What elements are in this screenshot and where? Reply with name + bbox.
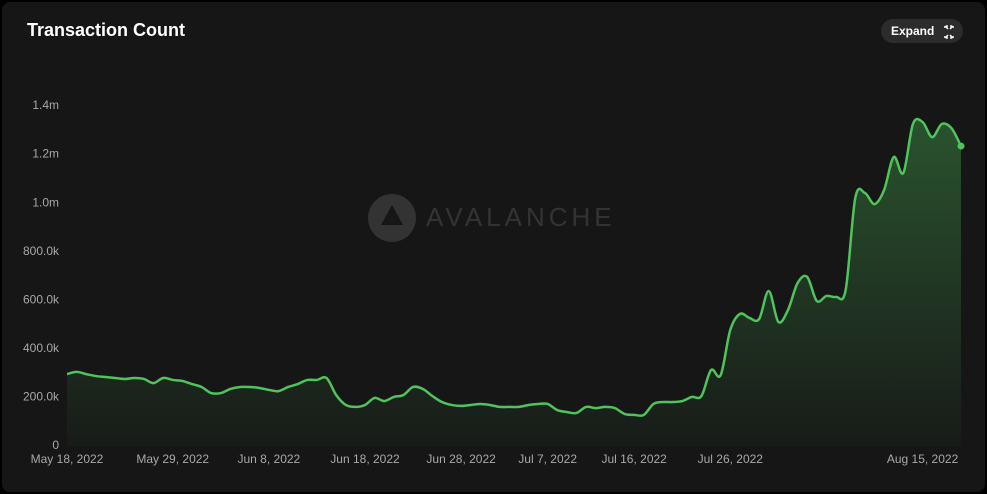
x-tick-label: Jun 8, 2022 xyxy=(238,452,301,466)
x-tick-label: Jul 26, 2022 xyxy=(698,452,764,466)
x-tick-label: May 18, 2022 xyxy=(31,452,104,466)
y-tick-label: 1.4m xyxy=(32,98,59,112)
watermark-logo-mark xyxy=(381,205,403,225)
x-tick-label: Jun 28, 2022 xyxy=(426,452,496,466)
y-tick-label: 1.2m xyxy=(32,147,59,161)
end-point xyxy=(957,142,965,150)
button-label[interactable]: Expand xyxy=(891,24,934,38)
plot: 0 200.0k 400.0k 600.0k 800.0k 1.0m 1.2m 1.4m May… xyxy=(23,98,965,466)
line xyxy=(66,117,963,418)
area xyxy=(67,118,961,446)
x-tick-label: May 29, 2022 xyxy=(136,452,209,466)
x-tick-label: Jun 18, 2022 xyxy=(330,452,400,466)
expand-button[interactable]: Expand xyxy=(881,19,963,43)
x-tick-label: Aug 15, 2022 xyxy=(887,452,959,466)
button-bg[interactable] xyxy=(881,19,963,43)
watermark-logo xyxy=(368,194,416,242)
y-tick-label: 0 xyxy=(52,438,59,452)
watermark: AVALANCHE xyxy=(368,194,616,242)
y-tick-label: 800.0k xyxy=(23,244,60,258)
y-tick-label: 1.0m xyxy=(32,195,59,209)
y-tick-label: 600.0k xyxy=(23,292,60,306)
y-tick-label: 200.0k xyxy=(23,390,60,404)
y-tick-label: 400.0k xyxy=(23,341,60,355)
chart-title: Transaction Count xyxy=(27,20,185,40)
x-tick-label: Jul 16, 2022 xyxy=(601,452,667,466)
expand-icon[interactable] xyxy=(944,25,954,39)
watermark-text: AVALANCHE xyxy=(426,202,616,232)
x-tick-label: Jul 7, 2022 xyxy=(518,452,577,466)
